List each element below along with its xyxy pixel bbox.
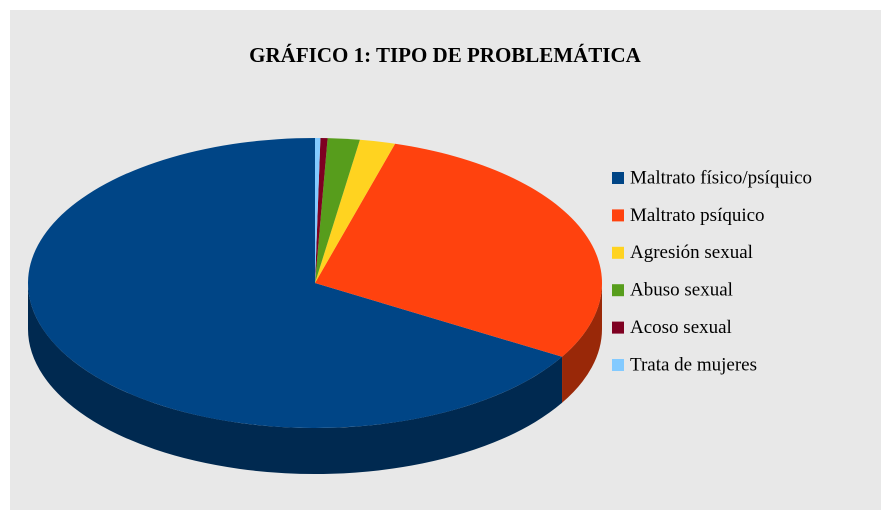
chart-title: GRÁFICO 1: TIPO DE PROBLEMÁTICA — [249, 43, 641, 67]
pie-slice — [315, 138, 360, 283]
pie-tops — [28, 138, 602, 428]
legend-swatch — [612, 359, 624, 371]
legend-swatch — [612, 172, 624, 184]
pie-slice-side — [28, 283, 563, 474]
legend-swatch — [612, 209, 624, 222]
pie-slice — [315, 139, 396, 283]
legend-swatch — [612, 321, 624, 334]
legend-swatch — [612, 284, 624, 297]
legend-label: Acoso sexual — [630, 317, 732, 338]
pie-slice — [315, 138, 321, 283]
legend: Maltrato físico/psíquico Maltrato psíquic… — [612, 167, 812, 375]
legend-label: Agresión sexual — [630, 242, 753, 263]
legend-label: Maltrato psíquico — [630, 205, 765, 226]
pie-slice — [315, 143, 602, 357]
legend-label: Abuso sexual — [630, 280, 733, 301]
legend-swatch — [612, 246, 624, 259]
legend-label: Maltrato físico/psíquico — [630, 167, 812, 188]
pie-slice-side — [562, 283, 602, 403]
pie-slice — [315, 138, 328, 283]
pie-sides — [28, 283, 602, 474]
pie-slice — [28, 138, 563, 428]
legend-label: Trata de mujeres — [630, 354, 757, 375]
